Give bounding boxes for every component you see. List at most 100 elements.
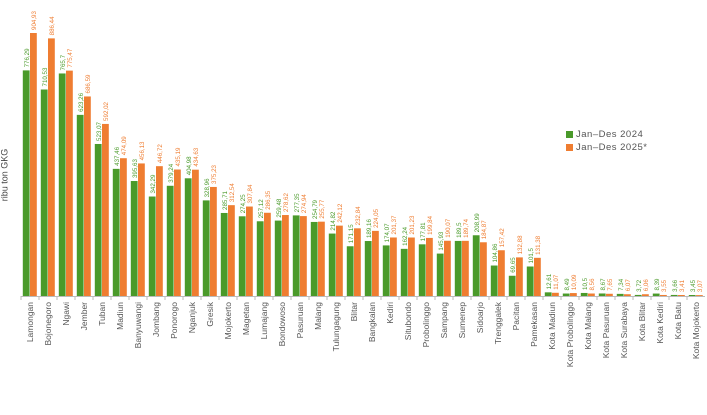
bar-2025 bbox=[678, 295, 685, 296]
category-label: Gresik bbox=[205, 301, 215, 326]
category-label: Bojonegoro bbox=[43, 302, 53, 346]
data-label-2025: 686,59 bbox=[85, 74, 92, 93]
bar-2025 bbox=[156, 166, 163, 296]
y-axis-label: ribu ton GKG bbox=[0, 148, 10, 202]
data-label-2025: 11,07 bbox=[553, 274, 560, 290]
bar-2025 bbox=[336, 225, 343, 296]
bar-2024 bbox=[652, 293, 660, 296]
data-label-2025: 886,44 bbox=[49, 16, 56, 35]
data-label-2024: 710,53 bbox=[42, 67, 49, 86]
data-label-2025: 3,07 bbox=[697, 280, 704, 293]
bar-2025 bbox=[210, 186, 217, 296]
bar-2025 bbox=[84, 96, 91, 296]
bar-2024 bbox=[454, 240, 462, 296]
data-label-2024: 162,24 bbox=[402, 226, 409, 245]
category-label: Mojokerto bbox=[223, 302, 233, 340]
category-label: Kota Batu bbox=[673, 302, 683, 340]
legend: Jan–Des 2024 Jan–Des 2025* bbox=[566, 128, 647, 154]
bar-2024 bbox=[580, 292, 588, 296]
data-label-2025: 190,07 bbox=[445, 218, 452, 237]
bar-2024 bbox=[148, 196, 156, 296]
bar-2024 bbox=[202, 200, 210, 296]
bar-2024 bbox=[166, 185, 174, 296]
bar-2024 bbox=[238, 216, 246, 296]
data-label-2025: 199,84 bbox=[427, 215, 434, 234]
bar-2025 bbox=[228, 205, 235, 296]
category-label: Jember bbox=[79, 302, 89, 331]
data-label-2025: 3,41 bbox=[679, 279, 686, 292]
bar-2025 bbox=[174, 169, 181, 296]
bar-2025 bbox=[534, 257, 541, 296]
bar-2024 bbox=[58, 73, 66, 296]
data-label-2024: 12,61 bbox=[546, 273, 553, 289]
category-label: Kota Pasuruan bbox=[601, 302, 611, 359]
data-label-2025: 10,09 bbox=[571, 274, 578, 290]
bar-2024 bbox=[688, 294, 696, 296]
legend-label-2024: Jan–Des 2024 bbox=[576, 129, 644, 140]
data-label-2024: 623,26 bbox=[78, 92, 85, 111]
data-label-2025: 6,06 bbox=[643, 279, 650, 292]
bar-2025 bbox=[390, 237, 397, 296]
data-label-2024: 437,46 bbox=[114, 146, 121, 165]
bar-2025 bbox=[624, 294, 631, 296]
category-label: Kota Madiun bbox=[547, 302, 557, 350]
category-label: Nganjuk bbox=[187, 301, 197, 333]
data-label-2024: 8,39 bbox=[654, 278, 661, 291]
category-label: Kota Blitar bbox=[637, 302, 647, 341]
bar-2025 bbox=[372, 230, 379, 296]
category-label: Tuban bbox=[97, 302, 107, 326]
bar-2025 bbox=[498, 250, 505, 296]
data-label-2024: 214,82 bbox=[330, 211, 337, 230]
bar-2025 bbox=[408, 237, 415, 296]
bar-2024 bbox=[598, 293, 606, 296]
data-label-2024: 7,34 bbox=[618, 278, 625, 291]
category-label: Tulungagung bbox=[331, 302, 341, 352]
data-label-2025: 435,19 bbox=[175, 147, 182, 166]
category-label: Bangkalan bbox=[367, 302, 377, 342]
data-label-2024: 189,5 bbox=[456, 222, 463, 238]
legend-swatch-2024 bbox=[566, 131, 573, 138]
bar-2024 bbox=[436, 253, 444, 296]
category-label: Malang bbox=[313, 302, 323, 330]
data-label-2025: 157,42 bbox=[499, 228, 506, 247]
legend-swatch-2025 bbox=[566, 144, 573, 151]
bar-2025 bbox=[462, 240, 469, 296]
data-label-2024: 523,07 bbox=[96, 121, 103, 140]
data-label-2024: 277,35 bbox=[294, 193, 301, 212]
bar-2024 bbox=[292, 215, 300, 296]
category-label: Situbondo bbox=[403, 302, 413, 341]
data-label-2025: 278,62 bbox=[283, 193, 290, 212]
bar-2024 bbox=[670, 294, 678, 296]
bar-2025 bbox=[696, 295, 703, 296]
data-label-2024: 8,49 bbox=[564, 278, 571, 291]
bar-2025 bbox=[48, 38, 55, 297]
category-label: Kota Kediri bbox=[655, 302, 665, 344]
category-label: Lamongan bbox=[25, 302, 35, 342]
data-label-2024: 8,67 bbox=[600, 278, 607, 291]
data-label-2025: 184,87 bbox=[481, 220, 488, 239]
bar-2025 bbox=[102, 123, 109, 296]
data-label-2024: 174,07 bbox=[384, 223, 391, 242]
bar-2025 bbox=[120, 158, 127, 296]
category-label: Ngawi bbox=[61, 302, 71, 326]
bar-2025 bbox=[264, 212, 271, 296]
data-label-2025: 8,56 bbox=[589, 278, 596, 291]
bar-2025 bbox=[552, 292, 559, 296]
data-label-2024: 328,96 bbox=[204, 178, 211, 197]
bar-2024 bbox=[472, 235, 480, 296]
bar-2025 bbox=[300, 216, 307, 296]
data-label-2025: 131,38 bbox=[535, 235, 542, 254]
data-label-2025: 3,55 bbox=[661, 279, 668, 292]
bar-2024 bbox=[256, 221, 264, 296]
bar-2024 bbox=[310, 221, 318, 296]
category-label: Kota Mojokerto bbox=[691, 302, 701, 359]
category-label: Pasuruan bbox=[295, 302, 305, 339]
bar-2025 bbox=[426, 237, 433, 296]
data-label-2025: 6,07 bbox=[625, 279, 632, 292]
category-label: Bondowoso bbox=[277, 302, 287, 347]
legend-item-2024: Jan–Des 2024 bbox=[566, 128, 647, 141]
category-label: Blitar bbox=[349, 302, 359, 322]
data-label-2025: 474,09 bbox=[121, 136, 128, 155]
data-label-2024: 274,25 bbox=[240, 194, 247, 213]
bar-2025 bbox=[570, 293, 577, 296]
